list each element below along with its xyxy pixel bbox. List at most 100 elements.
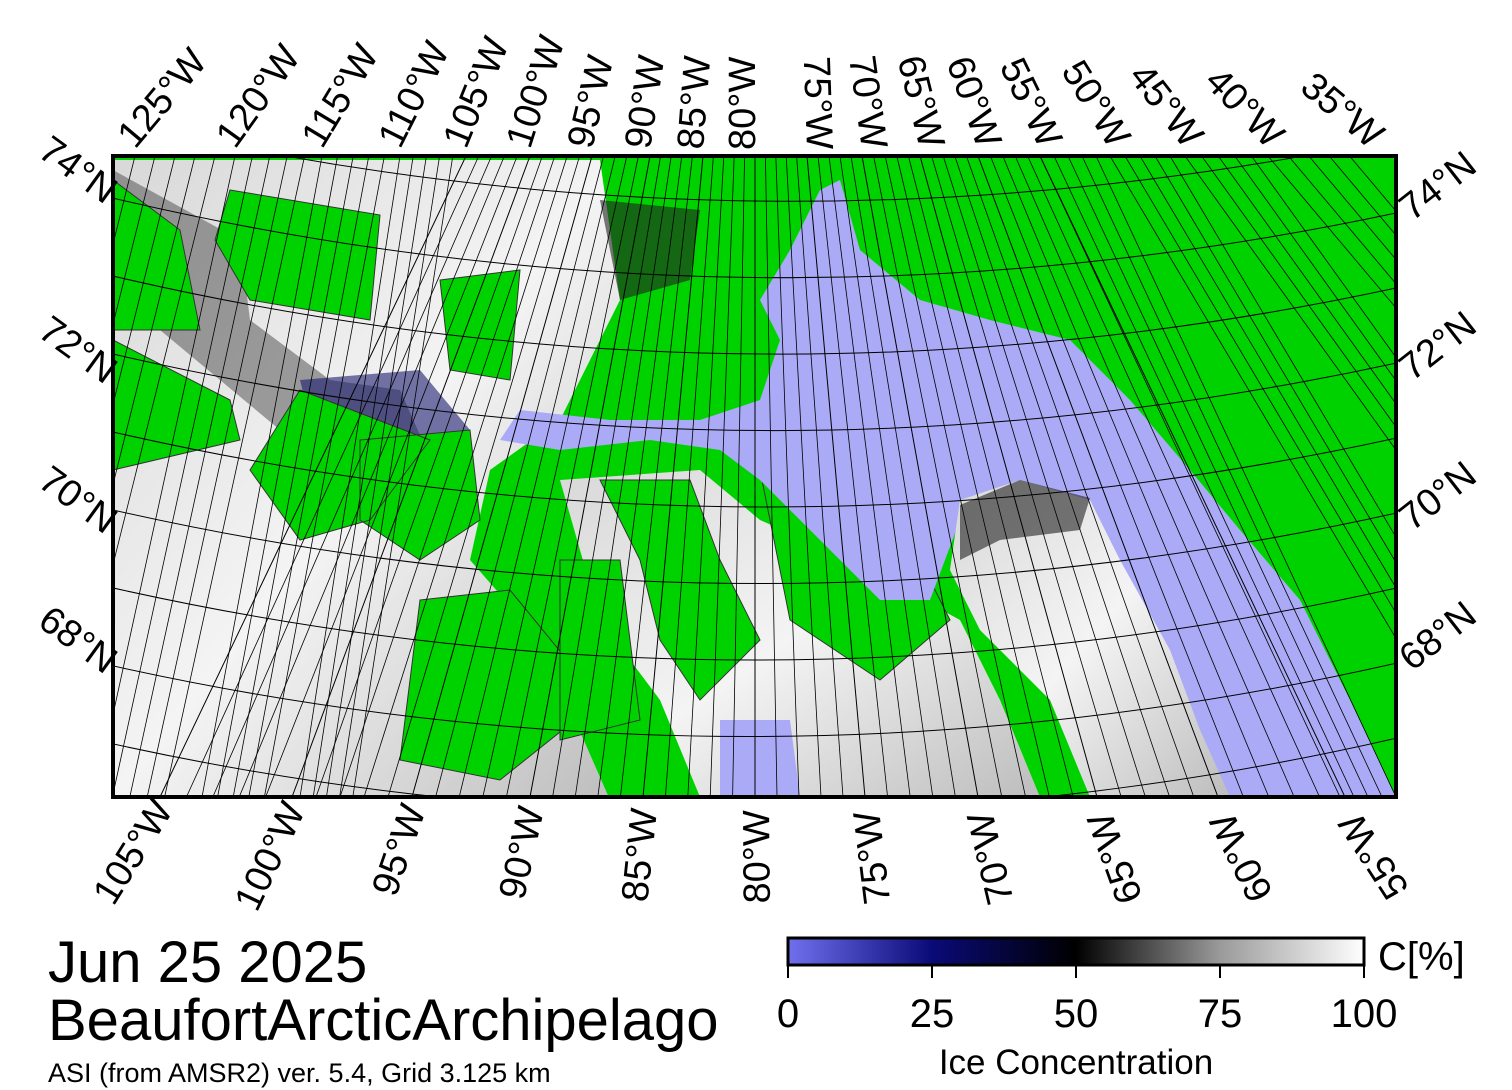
meridian — [339, 156, 440, 797]
meridian — [164, 156, 305, 797]
lon-label: 85°W — [670, 54, 719, 150]
lon-label: 95°W — [364, 799, 434, 901]
meridian — [113, 156, 253, 797]
graticule — [113, 156, 1396, 797]
meridian — [326, 156, 427, 797]
lon-label: 50°W — [1053, 53, 1138, 155]
meridian — [908, 156, 1074, 797]
lon-label: 85°W — [614, 806, 666, 903]
meridian — [1039, 156, 1346, 797]
meridian — [896, 156, 1050, 797]
lon-label: 80°W — [722, 57, 764, 150]
meridian — [942, 156, 1146, 797]
meridian — [765, 156, 778, 797]
meridian — [315, 156, 543, 797]
lat-label: 74°N — [1392, 144, 1485, 229]
meridian — [884, 156, 1026, 797]
meridian — [732, 156, 745, 797]
date: Jun 25 2025 — [48, 930, 367, 995]
meridian — [597, 156, 683, 797]
meridian — [1288, 156, 1396, 285]
meridian — [861, 156, 979, 797]
parallel — [113, 275, 1396, 355]
lon-label: 45°W — [1120, 56, 1211, 156]
meridian — [363, 156, 568, 797]
meridian — [264, 156, 385, 797]
meridian — [1139, 156, 1396, 589]
lon-label: 65°W — [1080, 807, 1151, 909]
region: BeaufortArcticArchipelago — [48, 988, 719, 1053]
meridian — [990, 156, 1244, 797]
open-water — [500, 180, 1396, 797]
meridian — [387, 156, 580, 797]
source: ASI (from AMSR2) ver. 5.4, Grid 3.125 km — [48, 1058, 551, 1088]
meridian — [954, 156, 1170, 797]
meridian — [1251, 156, 1396, 359]
meridian — [796, 156, 844, 797]
parallel — [113, 737, 1396, 797]
lon-label: 80°W — [736, 810, 779, 904]
lon-label: 35°W — [1293, 65, 1392, 157]
meridian — [248, 156, 370, 797]
meridian — [1234, 156, 1396, 382]
meridian — [1014, 156, 1295, 797]
colorbar-label: Ice Concentration — [939, 1043, 1213, 1082]
colorbar-ticks: 0 25 50 75 100 — [777, 965, 1398, 1036]
lon-label: 100°W — [227, 796, 314, 918]
lon-label: 75°W — [795, 56, 840, 151]
meridian — [817, 156, 888, 797]
meridian — [828, 156, 911, 797]
dense-ice — [960, 480, 1090, 560]
meridian — [1169, 156, 1396, 539]
meridian — [665, 156, 714, 797]
meridian — [529, 156, 651, 797]
meridian — [506, 156, 639, 797]
lat-label: 74°N — [31, 128, 124, 212]
lat-label: 72°N — [1392, 304, 1485, 389]
lon-label: 105°W — [85, 792, 181, 911]
meridian — [709, 156, 735, 797]
meridian — [850, 156, 956, 797]
meridian — [411, 156, 593, 797]
island — [113, 179, 601, 781]
lon-label: 90°W — [492, 803, 553, 903]
parallel — [113, 662, 1396, 737]
colorbar-tick-label: 100 — [1331, 992, 1398, 1036]
meridian — [839, 156, 934, 797]
lat-label: 68°N — [1392, 594, 1485, 679]
meridian — [687, 156, 725, 797]
colorbar-tick-label: 75 — [1198, 992, 1243, 1036]
meridian — [552, 156, 661, 797]
meridian — [113, 156, 216, 567]
meridian — [113, 156, 176, 407]
lon-label: 90°W — [617, 53, 673, 152]
lon-label: 70°W — [840, 53, 895, 151]
parallel — [113, 509, 1396, 584]
meridian — [785, 156, 822, 797]
lon-label: 125°W — [110, 41, 216, 156]
meridian — [159, 156, 467, 797]
meridian — [291, 156, 531, 797]
meridian — [1267, 156, 1396, 309]
meridian — [806, 156, 866, 797]
meridian — [919, 156, 1098, 797]
meridian — [1124, 156, 1396, 614]
meridian — [217, 156, 338, 797]
lon-label: 40°W — [1197, 60, 1292, 156]
map-area — [113, 156, 1396, 797]
meridian — [458, 156, 616, 797]
meridian — [113, 156, 236, 717]
meridian — [1081, 156, 1383, 797]
open-water — [720, 720, 800, 797]
meridian — [1154, 156, 1396, 564]
meridian — [146, 156, 288, 797]
lon-label: 60°W — [1202, 806, 1281, 908]
parallel — [113, 353, 1396, 432]
colorbar-tick-label: 50 — [1054, 992, 1099, 1036]
lat-label: 68°N — [31, 598, 124, 682]
meridian — [1217, 156, 1396, 405]
lat-label: 70°N — [31, 458, 124, 542]
meridian — [977, 156, 1219, 797]
